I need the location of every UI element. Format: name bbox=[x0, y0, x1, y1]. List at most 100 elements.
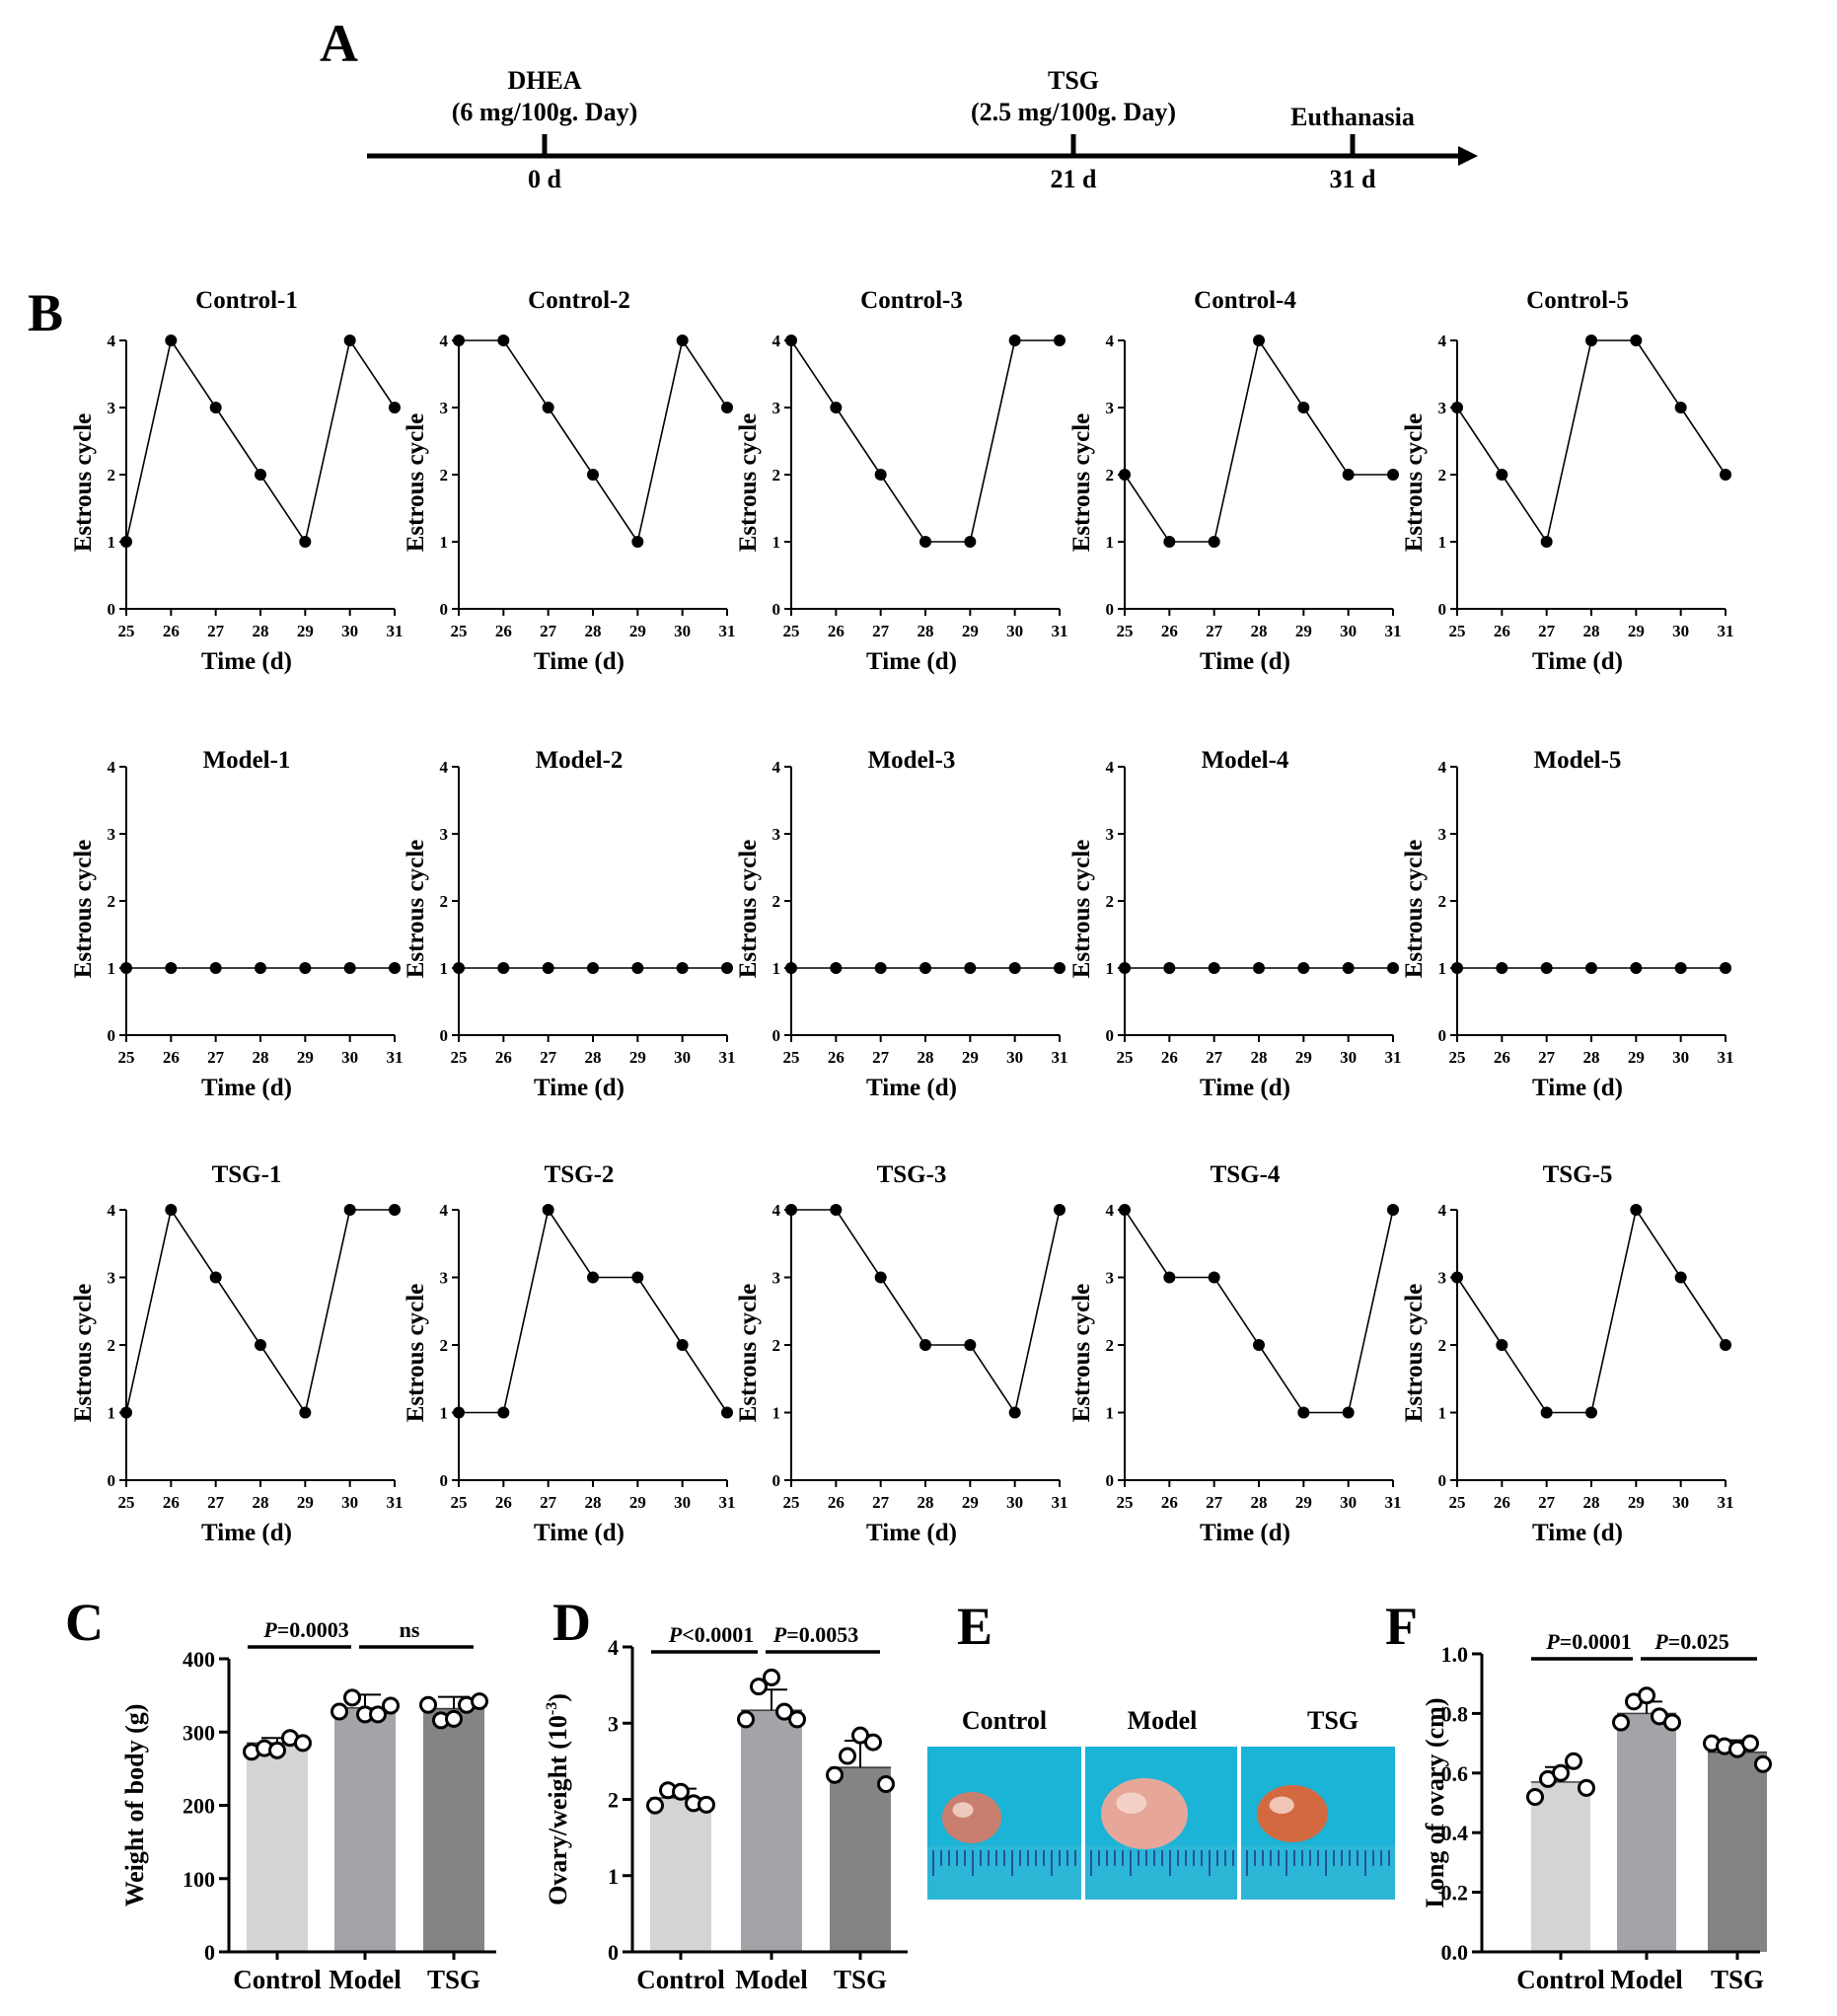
data-point bbox=[646, 1796, 664, 1815]
data-point bbox=[294, 1734, 312, 1753]
ovary-label-tsg: TSG bbox=[1307, 1706, 1359, 1735]
y-tick-label: 3 bbox=[440, 399, 449, 417]
series-line bbox=[791, 1209, 1061, 1415]
data-point bbox=[471, 1692, 488, 1711]
y-tick-label: 1 bbox=[1438, 959, 1447, 978]
data-point bbox=[1451, 962, 1463, 974]
y-axis-label: Estrous cycle bbox=[1068, 840, 1095, 979]
data-point bbox=[1720, 962, 1731, 974]
x-tick-label: 27 bbox=[540, 1493, 557, 1512]
data-point bbox=[1008, 1406, 1021, 1419]
y-tick-label: 0 bbox=[1106, 600, 1115, 619]
data-point bbox=[1720, 1339, 1731, 1351]
data-point bbox=[1630, 335, 1643, 346]
x-tick-label: 30 bbox=[674, 622, 691, 640]
x-tick-label: 31 bbox=[1718, 622, 1734, 640]
x-tick-label: 27 bbox=[1538, 1493, 1556, 1512]
data-point bbox=[788, 1710, 806, 1729]
x-tick-label: 28 bbox=[1251, 622, 1268, 640]
data-point bbox=[676, 335, 689, 346]
y-tick-label: 2 bbox=[772, 1336, 781, 1355]
y-tick-label: 4 bbox=[1106, 1201, 1115, 1220]
bar-chart: Control Model TSG 0 100 200 300 400 Weight of bo… bbox=[120, 1617, 496, 1994]
data-point bbox=[299, 962, 312, 974]
data-point bbox=[1496, 1339, 1508, 1351]
y-tick-label: 1 bbox=[440, 1404, 449, 1423]
data-point bbox=[830, 962, 843, 974]
data-point bbox=[209, 402, 222, 413]
data-point bbox=[1674, 962, 1687, 974]
data-point bbox=[255, 469, 266, 481]
x-tick-label: 27 bbox=[540, 1048, 557, 1067]
x-tick-label: 25 bbox=[451, 1048, 468, 1067]
data-point bbox=[1387, 469, 1399, 481]
significance-label: P=0.025 bbox=[1653, 1629, 1729, 1654]
data-point bbox=[542, 1204, 554, 1216]
x-tick-label: 30 bbox=[674, 1493, 691, 1512]
y-tick-label: 0 bbox=[204, 1940, 215, 1965]
y-tick-label: 1 bbox=[608, 1864, 619, 1889]
data-point bbox=[721, 402, 733, 413]
bar bbox=[1708, 1752, 1767, 1952]
y-tick-label: 1 bbox=[1438, 533, 1447, 552]
plot-title: Model-1 bbox=[203, 747, 291, 774]
x-tick-label: 26 bbox=[1161, 622, 1178, 640]
data-point bbox=[165, 335, 178, 346]
x-tick-label: 31 bbox=[719, 1048, 736, 1067]
y-tick-label: 1 bbox=[1106, 959, 1115, 978]
y-tick-label: 0.8 bbox=[1441, 1701, 1469, 1726]
y-axis-label: Estrous cycle bbox=[735, 840, 762, 979]
data-point bbox=[382, 1696, 400, 1715]
series-line bbox=[125, 1207, 395, 1415]
x-tick-label: 31 bbox=[1718, 1493, 1734, 1512]
y-tick-label: 100 bbox=[183, 1867, 215, 1892]
timeline-event-label: DHEA bbox=[507, 66, 581, 95]
data-point bbox=[676, 962, 689, 974]
data-point bbox=[737, 1710, 755, 1729]
y-tick-label: 2 bbox=[1438, 892, 1447, 911]
data-point bbox=[1342, 469, 1355, 481]
x-tick-label: 30 bbox=[1006, 1493, 1023, 1512]
timeline-event-label: TSG bbox=[1048, 66, 1099, 95]
y-axis-label: Estrous cycle bbox=[70, 1284, 97, 1423]
data-point bbox=[497, 1406, 510, 1419]
y-tick-label: 1 bbox=[772, 533, 781, 552]
x-tick-label: 25 bbox=[1449, 1048, 1466, 1067]
y-tick-label: 2 bbox=[772, 892, 781, 911]
x-tick-label: 31 bbox=[1385, 1048, 1402, 1067]
y-tick-label: 1.0 bbox=[1441, 1642, 1469, 1667]
x-axis-label: Time (d) bbox=[1200, 1075, 1290, 1101]
x-tick-label: 30 bbox=[1006, 1048, 1023, 1067]
x-tick-label: 27 bbox=[540, 622, 557, 640]
x-tick-label: 27 bbox=[207, 622, 225, 640]
plot-title: Model-4 bbox=[1202, 747, 1289, 774]
panel-label-e: E bbox=[957, 1597, 992, 1656]
y-tick-label: 1 bbox=[1438, 1404, 1447, 1423]
data-point bbox=[120, 1406, 132, 1419]
data-point bbox=[1630, 962, 1643, 974]
y-tick-label: 1 bbox=[772, 1404, 781, 1423]
data-point bbox=[1451, 402, 1463, 413]
ovary-photos bbox=[927, 1747, 1395, 1900]
data-point bbox=[587, 1271, 599, 1284]
estrous-plot: 0 1 2 3 4 25 26 27 28 29 30 31 Model-2 Time (d) Estrou… bbox=[403, 747, 736, 1101]
ovary-photo-labels: Control Model TSG bbox=[962, 1706, 1359, 1735]
data-point bbox=[672, 1782, 690, 1801]
y-tick-label: 2 bbox=[108, 892, 116, 911]
y-axis-label: Estrous cycle bbox=[70, 413, 97, 553]
estrous-plot: 0 1 2 3 4 25 26 27 28 29 30 31 Control-1 Time (d) Estr… bbox=[70, 287, 404, 675]
x-tick-label: 29 bbox=[962, 1493, 979, 1512]
data-point bbox=[453, 335, 465, 346]
y-axis-label: Ovary/weight (10-3) bbox=[544, 1693, 572, 1905]
data-point bbox=[1297, 962, 1310, 974]
data-point bbox=[587, 469, 599, 481]
x-tick-label: 30 bbox=[1006, 622, 1023, 640]
significance-label: P<0.0001 bbox=[668, 1622, 755, 1647]
x-tick-label: 25 bbox=[451, 622, 468, 640]
y-tick-label: 3 bbox=[772, 1269, 781, 1288]
estrous-plot: 0 1 2 3 4 25 26 27 28 29 30 31 TSG-4 Time (d) Estrous … bbox=[1068, 1161, 1402, 1546]
y-tick-label: 4 bbox=[772, 758, 781, 777]
y-axis-label: Estrous cycle bbox=[1068, 1284, 1095, 1423]
y-axis-label: Long of ovary (cm) bbox=[1421, 1697, 1449, 1907]
y-tick-label: 4 bbox=[108, 758, 116, 777]
